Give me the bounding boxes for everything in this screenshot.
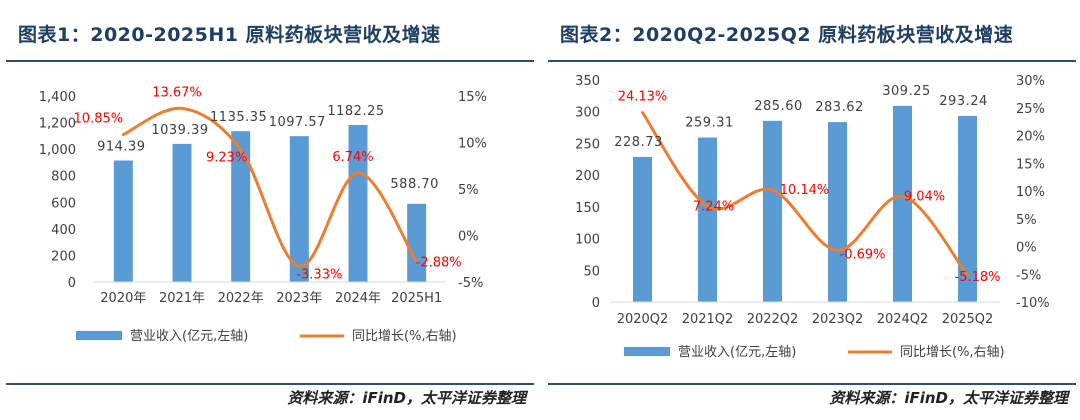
category-label: 2023年 (276, 291, 322, 306)
left-axis-tick: 1,200 (39, 117, 76, 132)
bar-value-label: 1039.39 (151, 123, 208, 138)
revenue-bar (698, 137, 717, 302)
category-label: 2025Q2 (942, 312, 994, 327)
right-axis-tick: 20% (1016, 130, 1045, 145)
right-axis-tick: 0% (458, 230, 479, 245)
growth-value-label: 10.85% (74, 112, 124, 127)
growth-line (641, 111, 969, 277)
growth-value-label: -0.69% (840, 247, 886, 262)
right-axis-tick: 5% (1016, 213, 1037, 228)
revenue-bar (958, 116, 977, 302)
legend-bar-label: 营业收入(亿元,左轴) (130, 329, 248, 344)
left-axis-tick: 0 (68, 276, 76, 291)
revenue-bar (289, 136, 309, 282)
category-label: 2023Q2 (812, 312, 864, 327)
revenue-bar (407, 203, 427, 282)
source-note: 资料来源：iFinD，太平洋证券整理 (829, 389, 1068, 407)
chart-title: 图表2：2020Q2-2025Q2 原料药板块营收及增速 (560, 24, 1014, 46)
growth-line (121, 106, 419, 268)
category-label: 2024Q2 (877, 312, 929, 327)
revenue-bar (231, 131, 251, 282)
right-axis-tick: -10% (1016, 296, 1050, 311)
growth-value-label: 6.74% (332, 150, 373, 165)
left-axis-tick: 150 (575, 201, 600, 216)
category-label: 2024年 (335, 291, 381, 306)
left-axis-tick: 800 (51, 170, 76, 185)
legend-line-label: 同比增长(%,右轴) (352, 329, 457, 344)
bar-value-label: 259.31 (685, 116, 734, 131)
legend-line-label: 同比增长(%,右轴) (900, 345, 1005, 360)
right-axis-tick: 10% (458, 137, 487, 152)
bar-value-label: 1097.57 (269, 115, 326, 130)
growth-value-label: 7.24% (693, 199, 734, 214)
revenue-bar (348, 124, 368, 282)
growth-value-label: 9.04% (904, 189, 945, 204)
left-axis-tick: 600 (51, 196, 76, 211)
source-divider (6, 383, 534, 385)
revenue-bar (633, 156, 652, 302)
growth-value-label: 24.13% (618, 90, 668, 105)
right-axis-tick: 15% (458, 90, 487, 105)
bar-value-label: 309.25 (882, 84, 931, 99)
left-axis-tick: 200 (575, 169, 600, 184)
revenue-bar (893, 105, 912, 302)
chart-panel-2: 图表2：2020Q2-2025Q2 原料药板块营收及增速 0 50 100 150 20… (548, 0, 1076, 420)
title-divider (548, 60, 1076, 62)
combo-chart-quarterly: 0 50 100 150 200 250 300 350 -10% -5% 0% 5% 10% 15% 20… (575, 74, 1050, 360)
left-axis-tick: 1,400 (39, 90, 76, 105)
left-axis-tick: 200 (51, 249, 76, 264)
title-divider (6, 60, 534, 62)
legend-bar-swatch (76, 331, 122, 340)
combo-chart-annual: 0 200 400 600 800 1,000 1,200 1,400 -5% 0% 5% 10% 15… (39, 85, 487, 344)
category-label: 2020Q2 (617, 312, 669, 327)
bar-value-label: 1135.35 (210, 110, 267, 125)
bar-value-label: 228.73 (614, 135, 663, 150)
right-axis-tick: -5% (1016, 268, 1041, 283)
bar-value-label: 285.60 (754, 99, 803, 114)
left-axis-tick: 300 (575, 106, 600, 121)
growth-value-label: -3.33% (296, 267, 342, 282)
bar-value-label: 293.24 (939, 94, 988, 109)
growth-value-label: -2.88% (416, 255, 462, 270)
left-axis-tick: 250 (575, 137, 600, 152)
left-axis-tick: 350 (575, 74, 600, 89)
revenue-bar (828, 122, 847, 302)
revenue-bar (113, 160, 133, 282)
chart-title: 图表1：2020-2025H1 原料药板块营收及增速 (18, 24, 441, 46)
left-axis-tick: 400 (51, 223, 76, 238)
category-label: 2021年 (159, 291, 205, 306)
growth-value-label: 10.14% (780, 183, 830, 198)
category-label: 2022Q2 (747, 312, 799, 327)
left-axis-tick: 0 (592, 296, 600, 311)
left-axis-tick: 1,000 (39, 143, 76, 158)
left-axis-tick: 100 (575, 233, 600, 248)
category-label: 2025H1 (391, 291, 442, 306)
bar-value-label: 283.62 (815, 100, 864, 115)
legend-bar-swatch (624, 347, 670, 356)
bar-value-label: 1182.25 (327, 104, 384, 119)
right-axis-tick: 25% (1016, 102, 1045, 117)
revenue-bar (172, 143, 192, 282)
growth-value-label: -5.18% (955, 270, 1001, 285)
source-divider (548, 383, 1076, 385)
right-axis-tick: 10% (1016, 185, 1045, 200)
source-note: 资料来源：iFinD，太平洋证券整理 (287, 389, 526, 407)
right-axis-tick: 5% (458, 183, 479, 198)
bar-value-label: 914.39 (97, 140, 146, 155)
legend-bar-label: 营业收入(亿元,左轴) (678, 345, 796, 360)
left-axis-tick: 50 (583, 264, 600, 279)
revenue-bar (763, 120, 782, 303)
bar-value-label: 588.70 (390, 177, 439, 192)
chart-panel-1: 图表1：2020-2025H1 原料药板块营收及增速 0 200 400 600 800… (6, 0, 534, 420)
right-axis-tick: 15% (1016, 157, 1045, 172)
growth-value-label: 9.23% (206, 151, 247, 166)
right-axis-tick: 30% (1016, 74, 1045, 89)
category-label: 2020年 (100, 291, 146, 306)
right-axis-tick: -5% (458, 276, 483, 291)
growth-value-label: 13.67% (152, 85, 202, 100)
category-label: 2022年 (218, 291, 264, 306)
category-label: 2021Q2 (682, 312, 734, 327)
right-axis-tick: 0% (1016, 241, 1037, 256)
